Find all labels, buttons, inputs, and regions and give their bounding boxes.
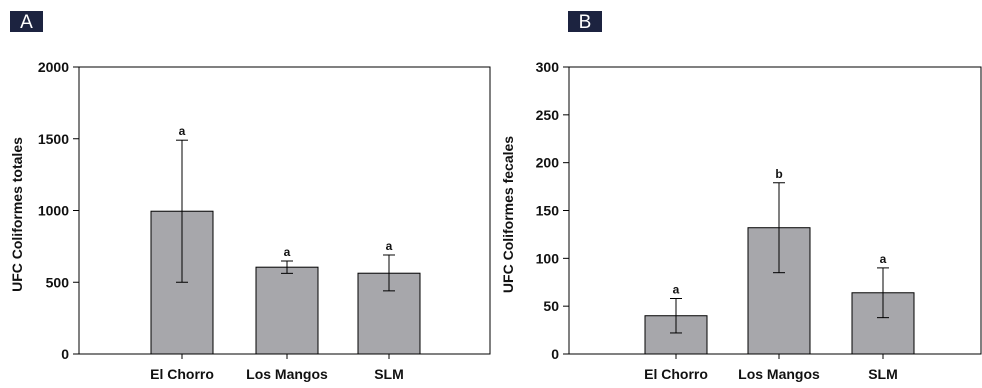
panel-label-badge xyxy=(10,11,43,32)
y-tick-label: 50 xyxy=(543,298,559,314)
bar xyxy=(255,266,319,355)
y-tick-label: 200 xyxy=(536,155,560,171)
panel-label: B xyxy=(579,12,592,33)
y-tick-label: 500 xyxy=(46,274,70,290)
x-tick-label: SLM xyxy=(374,366,404,382)
chart-panel-b: B 0 50 100 150 200 250 300 UFC Coliformes fecale… xyxy=(491,0,982,383)
chart-panel-a: A 0 500 1000 1500 2000 UFC Coliformes totales a… xyxy=(0,0,491,383)
y-tick-label: 150 xyxy=(536,203,560,219)
panel-label-badge xyxy=(568,11,602,32)
significance-letter: a xyxy=(880,252,887,266)
y-axis-label: UFC Coliformes fecales xyxy=(500,136,516,293)
x-tick-label: SLM xyxy=(868,366,898,382)
panel-label: A xyxy=(20,12,33,33)
x-tick-label: Los Mangos xyxy=(246,366,328,382)
y-tick-label: 1000 xyxy=(38,203,69,219)
x-tick-label: Los Mangos xyxy=(738,366,820,382)
y-tick-label: 1500 xyxy=(38,131,69,147)
y-tick-label: 0 xyxy=(551,346,559,362)
significance-letter: b xyxy=(775,167,782,181)
y-tick-label: 2000 xyxy=(38,59,69,75)
bar-chart-a: A 0 500 1000 1500 2000 UFC Coliformes totales a… xyxy=(9,11,491,382)
y-tick-label: 300 xyxy=(536,59,560,75)
significance-letter: a xyxy=(386,239,393,253)
y-tick-label: 100 xyxy=(536,250,560,266)
bar-chart-b: B 0 50 100 150 200 250 300 UFC Coliformes fecale… xyxy=(500,11,982,382)
significance-letter: a xyxy=(673,283,680,297)
x-tick-label: El Chorro xyxy=(644,366,708,382)
x-tick-label: El Chorro xyxy=(150,366,214,382)
y-tick-label: 250 xyxy=(536,107,560,123)
y-tick-label: 0 xyxy=(61,346,69,362)
significance-letter: a xyxy=(179,124,186,138)
y-axis-label: UFC Coliformes totales xyxy=(9,137,25,292)
significance-letter: a xyxy=(284,245,291,259)
